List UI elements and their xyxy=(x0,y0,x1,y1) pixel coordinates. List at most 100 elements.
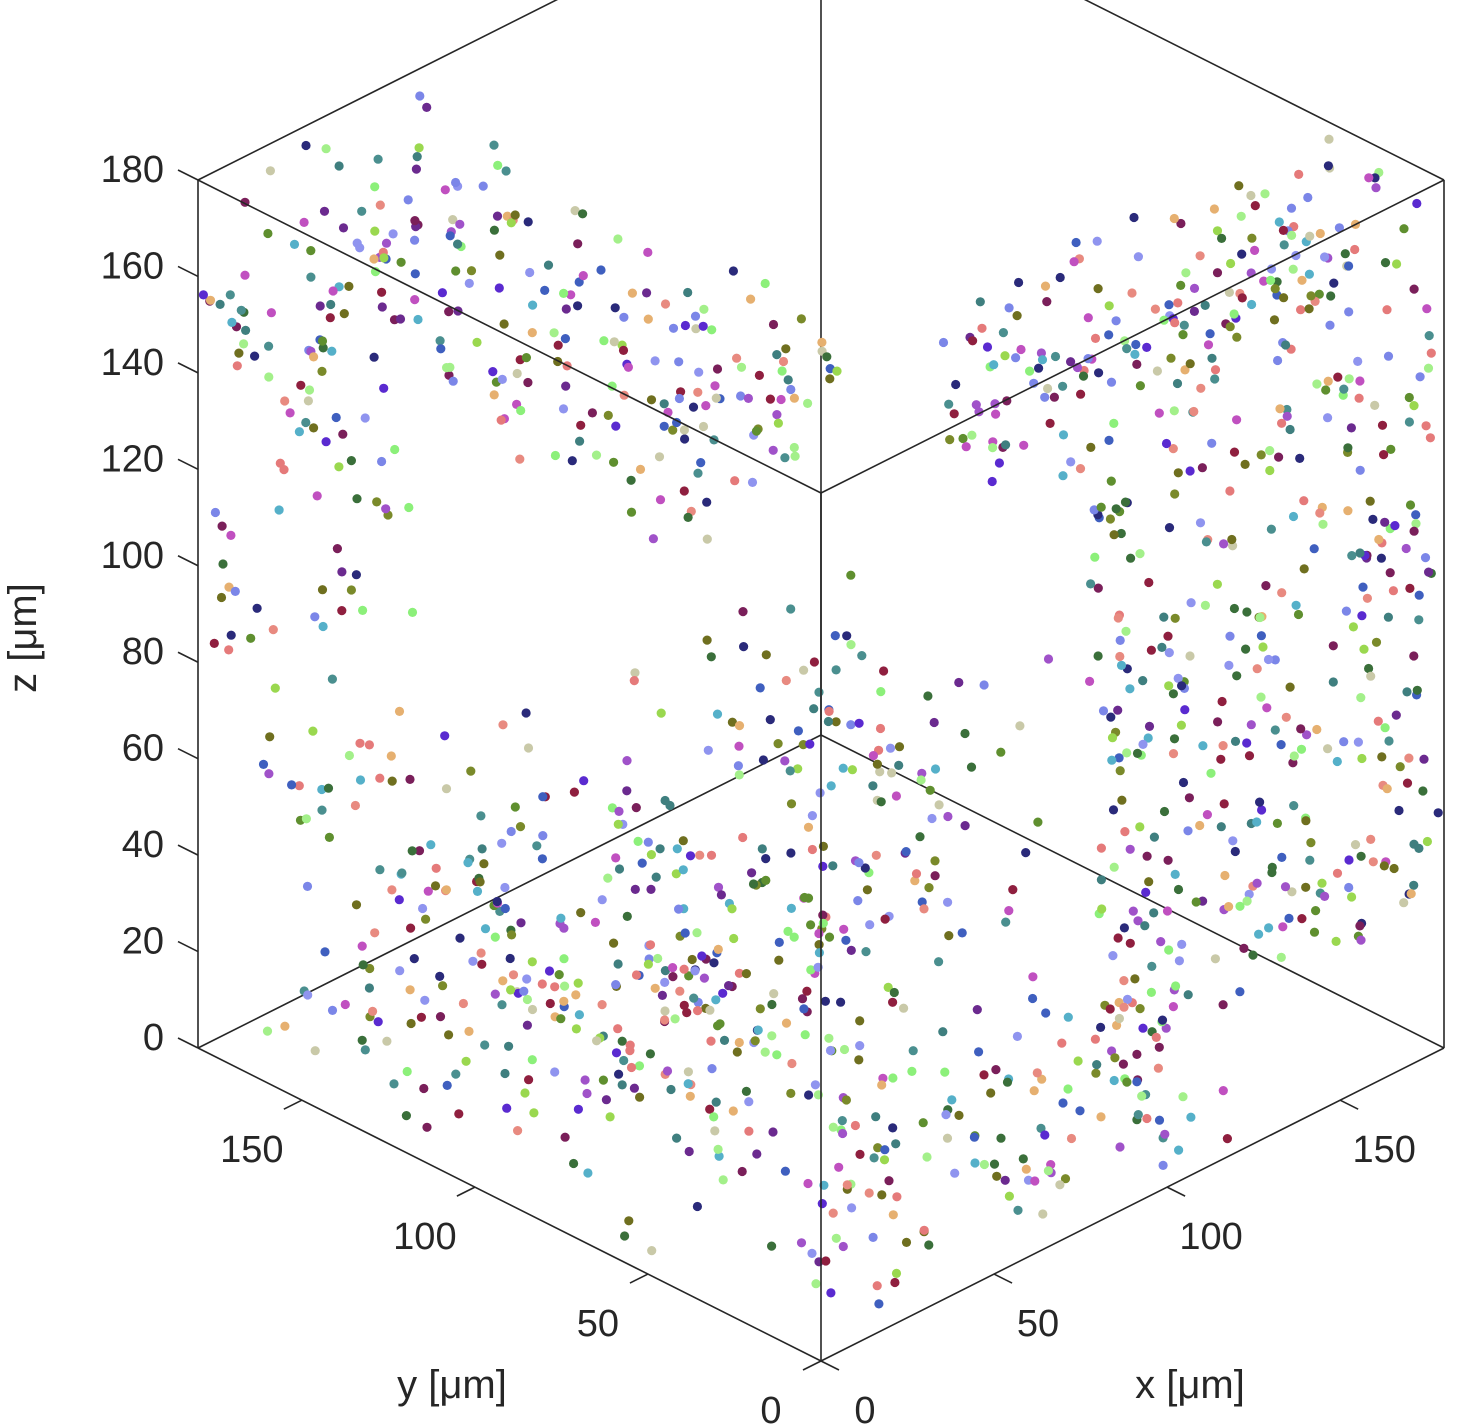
data-point xyxy=(516,405,526,416)
data-point xyxy=(901,847,911,857)
data-point xyxy=(239,339,249,349)
data-point xyxy=(510,210,520,220)
data-point xyxy=(853,896,863,906)
data-point xyxy=(732,1047,742,1057)
data-point xyxy=(888,1073,898,1083)
data-point xyxy=(1129,212,1139,223)
data-point xyxy=(1425,433,1435,443)
data-point xyxy=(809,704,819,714)
data-point xyxy=(668,963,678,973)
data-point xyxy=(1116,528,1126,539)
data-point xyxy=(1320,891,1330,902)
data-point xyxy=(506,218,516,228)
data-point xyxy=(1323,161,1333,171)
data-point xyxy=(1135,549,1145,559)
data-point xyxy=(957,928,967,938)
data-point xyxy=(1299,496,1309,506)
data-point xyxy=(454,1109,464,1119)
data-point xyxy=(550,450,561,461)
data-point xyxy=(1247,299,1257,310)
data-point xyxy=(832,366,842,376)
data-point xyxy=(989,1159,1000,1169)
data-point xyxy=(682,1008,692,1018)
data-point xyxy=(1106,377,1117,387)
data-point xyxy=(559,288,569,298)
data-point xyxy=(1109,862,1119,872)
data-point xyxy=(992,1171,1002,1181)
data-point xyxy=(1112,1020,1122,1030)
data-point xyxy=(789,932,799,942)
data-point xyxy=(1178,330,1188,340)
data-point xyxy=(1210,365,1221,375)
data-point xyxy=(761,875,771,886)
data-point xyxy=(942,1133,953,1143)
data-point xyxy=(317,585,328,595)
data-point xyxy=(264,769,274,779)
data-point xyxy=(1040,392,1050,402)
data-point xyxy=(1183,990,1193,1000)
data-point xyxy=(864,1188,874,1198)
data-point xyxy=(1213,717,1223,727)
data-point xyxy=(1218,1086,1228,1096)
data-point xyxy=(289,239,300,249)
data-point xyxy=(332,544,342,554)
data-point xyxy=(862,885,873,895)
data-point xyxy=(1382,305,1392,315)
data-point xyxy=(941,1110,951,1120)
data-point xyxy=(846,640,856,650)
data-point xyxy=(1158,1160,1168,1170)
data-point xyxy=(911,869,922,879)
data-point xyxy=(643,247,653,257)
data-point xyxy=(940,1067,950,1077)
data-point xyxy=(754,370,765,380)
data-point xyxy=(1312,379,1322,389)
data-point xyxy=(1166,353,1176,363)
data-point xyxy=(504,1041,514,1051)
data-point xyxy=(1168,689,1178,699)
data-point xyxy=(464,1026,474,1036)
data-point xyxy=(945,435,955,445)
data-point xyxy=(842,1180,852,1190)
data-point xyxy=(521,708,531,718)
data-point xyxy=(497,1000,507,1010)
data-point xyxy=(1289,801,1299,811)
data-point xyxy=(643,837,653,847)
data-point xyxy=(1073,1056,1083,1066)
data-point xyxy=(711,1097,721,1107)
data-point xyxy=(1154,408,1164,418)
data-point xyxy=(934,800,944,810)
data-point xyxy=(836,997,846,1007)
data-point xyxy=(630,668,640,678)
data-point xyxy=(337,606,347,616)
box-edge xyxy=(820,1047,1445,1362)
data-point xyxy=(807,844,818,855)
data-point xyxy=(1362,593,1372,603)
data-point xyxy=(825,374,835,384)
data-point xyxy=(611,421,621,431)
data-point xyxy=(1409,839,1419,849)
data-point xyxy=(1232,671,1242,681)
data-point xyxy=(752,1149,762,1159)
data-point xyxy=(403,195,413,205)
data-point xyxy=(553,340,563,350)
data-point xyxy=(979,1070,989,1080)
data-point xyxy=(710,1126,720,1136)
z-tick-label: 180 xyxy=(101,149,164,191)
data-point xyxy=(1305,231,1315,241)
data-point xyxy=(1323,376,1333,386)
data-point xyxy=(1075,464,1086,474)
data-point xyxy=(1331,936,1341,947)
data-point xyxy=(369,352,379,362)
data-point xyxy=(1346,423,1356,433)
data-point xyxy=(338,429,348,439)
data-point xyxy=(1364,663,1374,674)
data-point xyxy=(1168,749,1179,759)
data-point xyxy=(559,954,569,964)
data-point xyxy=(753,1025,763,1035)
data-point xyxy=(1122,344,1132,354)
data-point xyxy=(1092,236,1102,246)
data-point xyxy=(1001,440,1011,450)
data-point xyxy=(476,948,486,958)
data-point xyxy=(571,990,581,1000)
